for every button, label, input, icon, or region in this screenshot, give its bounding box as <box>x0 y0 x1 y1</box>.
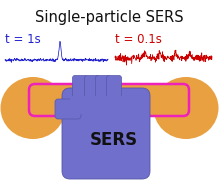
FancyBboxPatch shape <box>85 75 99 98</box>
FancyBboxPatch shape <box>95 75 111 98</box>
FancyBboxPatch shape <box>29 84 189 116</box>
Text: SERS: SERS <box>90 131 138 149</box>
Ellipse shape <box>154 77 219 139</box>
FancyBboxPatch shape <box>55 99 81 119</box>
Text: t = 0.1s: t = 0.1s <box>115 33 162 46</box>
Ellipse shape <box>0 77 65 139</box>
FancyBboxPatch shape <box>70 96 142 114</box>
Text: Single-particle SERS: Single-particle SERS <box>35 10 183 25</box>
FancyBboxPatch shape <box>72 75 88 98</box>
FancyBboxPatch shape <box>62 88 150 179</box>
Text: t = 1s: t = 1s <box>5 33 41 46</box>
FancyBboxPatch shape <box>106 75 122 98</box>
